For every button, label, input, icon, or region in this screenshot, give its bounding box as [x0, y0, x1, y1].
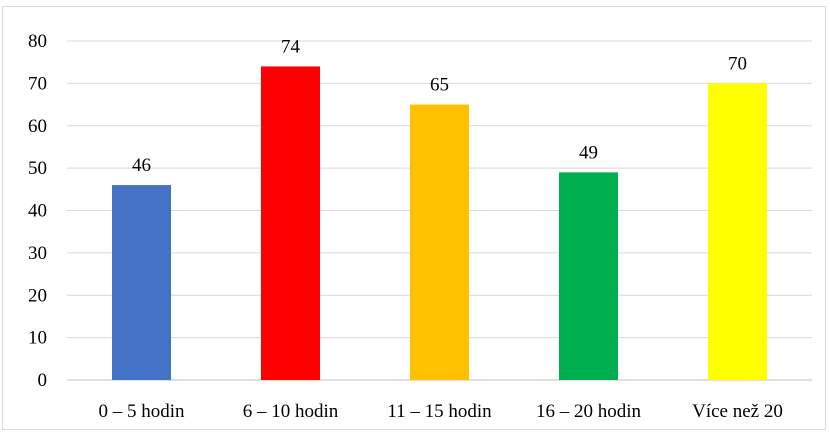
y-tick-label: 0	[38, 370, 48, 391]
x-category-label: Více než 20	[692, 401, 783, 422]
data-label: 70	[728, 53, 747, 74]
data-label: 46	[132, 155, 151, 176]
y-tick-label: 40	[28, 201, 47, 222]
data-label: 49	[579, 142, 598, 163]
y-tick-label: 20	[28, 285, 47, 306]
bar	[112, 185, 171, 380]
y-tick-label: 70	[28, 73, 47, 94]
x-category-label: 0 – 5 hodin	[98, 401, 185, 422]
x-category-label: 6 – 10 hodin	[243, 401, 339, 422]
x-category-label: 11 – 15 hodin	[387, 401, 492, 422]
y-tick-label: 80	[28, 31, 47, 52]
y-tick-label: 30	[28, 243, 47, 264]
bar	[708, 83, 767, 380]
data-label: 74	[281, 36, 301, 57]
x-category-label: 16 – 20 hodin	[536, 401, 642, 422]
y-tick-label: 50	[28, 158, 47, 179]
data-label: 65	[430, 75, 449, 96]
y-tick-label: 60	[28, 116, 47, 137]
bar	[410, 104, 469, 380]
bar	[261, 66, 320, 381]
y-tick-label: 10	[28, 328, 47, 349]
bar	[559, 172, 618, 380]
